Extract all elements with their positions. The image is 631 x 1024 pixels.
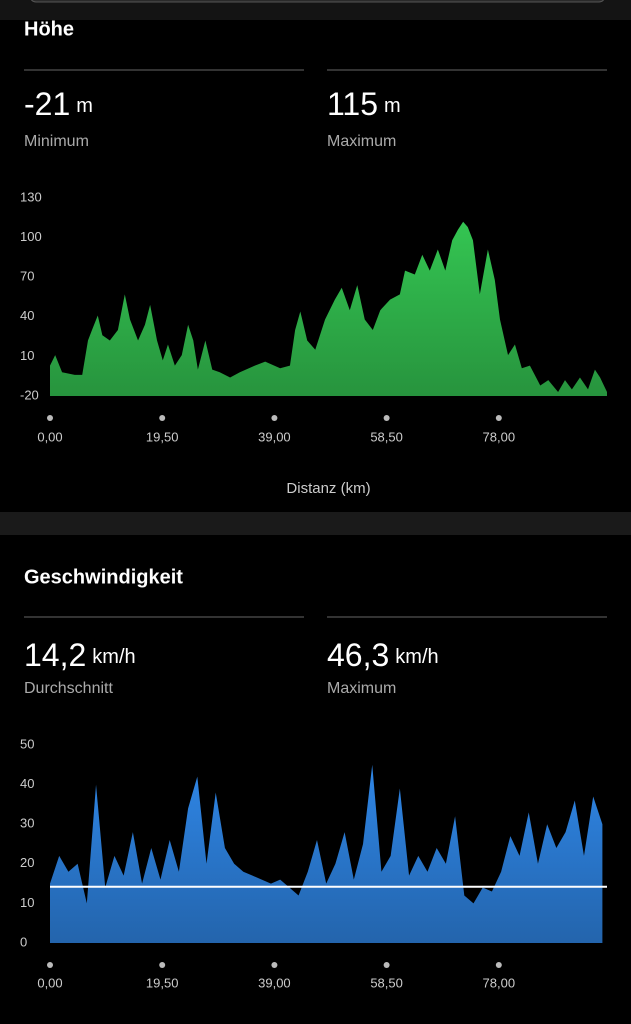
stat-label: Durchschnitt xyxy=(24,680,113,697)
stat-value: 46,3 xyxy=(327,637,389,673)
x-tick-label: 39,00 xyxy=(258,429,291,444)
x-tick-label: 19,50 xyxy=(146,429,179,444)
x-tick-label: 0,00 xyxy=(37,429,62,444)
x-tick-dot xyxy=(47,415,53,421)
x-axis-label: Distanz (km) xyxy=(286,480,370,497)
stat-unit: km/h xyxy=(92,646,135,668)
y-tick-label: 0 xyxy=(20,934,27,949)
stat-unit: m xyxy=(384,95,401,117)
x-tick-label: 58,50 xyxy=(370,975,403,990)
stat: 115 m xyxy=(327,86,401,122)
tab-switch[interactable] xyxy=(30,0,605,3)
area xyxy=(50,764,603,943)
y-tick-label: 10 xyxy=(20,895,34,910)
x-tick-dot xyxy=(383,415,390,421)
stat-unit: m xyxy=(76,95,93,117)
top-bar xyxy=(0,0,631,20)
x-tick-label: 78,00 xyxy=(483,975,516,990)
x-tick-dot xyxy=(495,415,502,421)
stat-label: Maximum xyxy=(327,680,396,697)
stat-value: 14,2 xyxy=(24,637,86,673)
x-tick-dot xyxy=(159,415,166,421)
y-tick-label: 50 xyxy=(20,736,34,751)
y-tick-label: 40 xyxy=(20,308,34,323)
x-tick-label: 39,00 xyxy=(258,975,291,990)
y-tick-label: 20 xyxy=(20,855,34,870)
stat-label: Minimum xyxy=(24,133,89,150)
stat-value: -21 xyxy=(24,86,70,122)
y-tick-label: -20 xyxy=(20,387,39,402)
y-tick-label: 130 xyxy=(20,189,42,204)
x-tick-label: 78,00 xyxy=(483,429,516,444)
stat: 14,2 km/h xyxy=(24,637,136,673)
area xyxy=(50,221,607,396)
x-tick-dot xyxy=(383,962,390,968)
stat-unit: km/h xyxy=(395,646,438,668)
section-title: Geschwindigkeit xyxy=(24,566,183,588)
x-tick-dot xyxy=(47,962,53,968)
y-tick-label: 70 xyxy=(20,269,34,284)
section-title: Höhe xyxy=(24,18,74,40)
y-tick-label: 10 xyxy=(20,348,34,363)
y-tick-label: 100 xyxy=(20,229,42,244)
x-tick-dot xyxy=(271,415,278,421)
section-separator xyxy=(0,512,631,535)
y-tick-label: 40 xyxy=(20,776,34,791)
stat-label: Maximum xyxy=(327,133,396,150)
y-tick-label: 30 xyxy=(20,816,34,831)
x-tick-dot xyxy=(159,962,166,968)
x-tick-label: 19,50 xyxy=(146,975,179,990)
stat: 46,3 km/h xyxy=(327,637,439,673)
x-tick-label: 58,50 xyxy=(370,429,403,444)
x-tick-label: 0,00 xyxy=(37,975,62,990)
stat-value: 115 xyxy=(327,86,378,122)
x-tick-dot xyxy=(495,962,502,968)
stat: -21 m xyxy=(24,86,93,122)
x-tick-dot xyxy=(271,962,278,968)
